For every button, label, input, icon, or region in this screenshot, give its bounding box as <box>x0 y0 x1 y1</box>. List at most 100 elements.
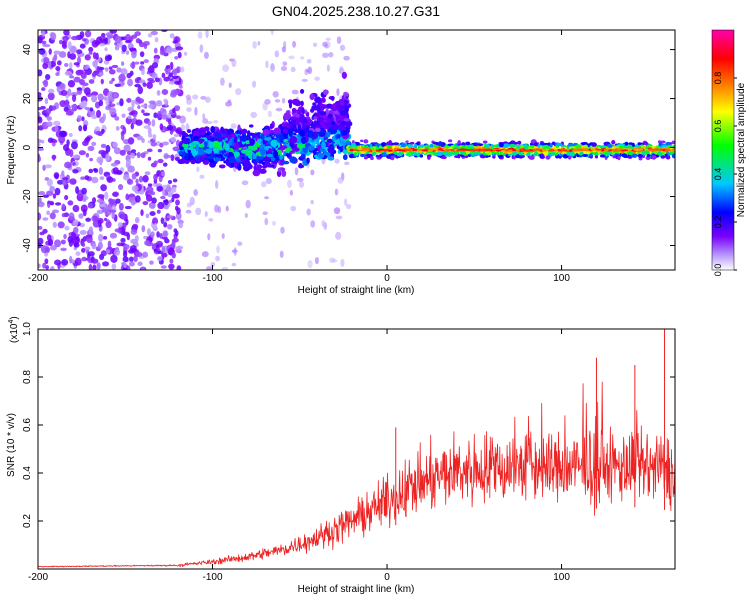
heat-cell <box>153 173 158 181</box>
heat-cell <box>59 83 65 90</box>
heat-cell <box>638 148 644 151</box>
heat-cell <box>290 205 297 212</box>
heat-cell <box>457 141 462 145</box>
heat-cell <box>153 47 158 54</box>
heat-cell <box>518 155 524 159</box>
heat-cell <box>96 109 102 118</box>
heat-cell <box>490 150 496 155</box>
heat-cell <box>64 161 72 169</box>
heat-cell <box>43 57 50 64</box>
heat-cell <box>518 144 525 149</box>
heat-cell <box>202 113 206 120</box>
heat-cell <box>264 98 271 105</box>
snr-spikes <box>395 329 666 526</box>
heat-cell <box>325 108 329 116</box>
heat-cell <box>179 118 184 124</box>
heat-cell <box>192 135 200 141</box>
heat-cell <box>405 140 409 143</box>
heat-cell <box>144 171 151 176</box>
heat-cell <box>123 144 131 153</box>
heat-cell <box>333 207 341 215</box>
heat-cell <box>300 153 306 159</box>
heat-cell <box>317 152 325 159</box>
heat-cell <box>89 107 94 112</box>
heat-cell <box>361 147 367 150</box>
heat-cell <box>335 231 342 240</box>
heat-cell <box>65 110 74 116</box>
heat-cell <box>171 196 175 203</box>
heat-cell <box>467 154 471 157</box>
heat-cell <box>651 149 658 152</box>
heat-cell <box>219 150 226 154</box>
heat-cell <box>160 217 164 224</box>
heat-cell <box>637 142 643 145</box>
snr-y-tick-label: 0.6 <box>22 418 33 432</box>
heat-cell <box>68 133 73 138</box>
heat-cell <box>143 59 149 64</box>
heat-cell <box>281 97 286 104</box>
heat-cell <box>202 160 210 165</box>
heat-cell <box>71 94 77 102</box>
heat-cell <box>64 195 69 201</box>
heat-cell <box>79 31 85 39</box>
heat-cell <box>307 118 313 125</box>
heat-cell <box>540 142 545 146</box>
snr-panel: -200 -100 0 100 0.2 0.4 0.6 0.8 1.0 Height of s… <box>6 316 676 595</box>
heat-cell <box>99 176 105 181</box>
heat-cell <box>606 143 613 148</box>
heat-cell <box>343 118 351 122</box>
heat-cell <box>467 149 474 152</box>
heat-cell <box>172 107 176 114</box>
heat-cell <box>56 179 64 185</box>
heat-cell <box>386 141 392 146</box>
heat-cell <box>91 141 97 147</box>
heat-cell <box>380 142 387 147</box>
heat-cell <box>55 72 60 77</box>
heat-cell <box>438 141 442 147</box>
heat-cell <box>82 38 87 42</box>
heat-cell <box>131 99 135 108</box>
heat-cell <box>342 149 348 154</box>
heat-cell <box>186 129 192 134</box>
heat-cell <box>192 130 200 138</box>
heat-cell <box>291 89 299 95</box>
heat-cell <box>236 129 241 135</box>
heat-cell <box>42 217 49 221</box>
heat-cell <box>257 41 261 46</box>
heat-cell <box>370 156 374 161</box>
scale-exponent: 4 <box>8 320 15 324</box>
heat-cell <box>265 60 269 69</box>
heat-cell <box>108 209 117 213</box>
heat-cell <box>160 195 166 200</box>
heat-cell <box>114 116 120 121</box>
heat-cell <box>447 139 453 143</box>
heat-cell <box>623 145 629 149</box>
heat-cell <box>324 117 331 122</box>
heat-cell <box>54 259 62 266</box>
heat-cell <box>59 100 67 108</box>
heat-cell <box>343 55 350 61</box>
heat-cell <box>283 112 292 120</box>
heat-cell <box>81 116 85 122</box>
heat-cell <box>141 68 145 76</box>
heat-cell <box>248 124 254 128</box>
heat-cell <box>124 205 132 210</box>
heat-cell <box>349 153 354 159</box>
heat-cell <box>260 133 265 140</box>
heat-cell <box>340 130 348 136</box>
heat-cell <box>627 150 634 156</box>
spectrogram-y-tick-label: -40 <box>22 238 33 253</box>
spectrogram-x-label: Height of straight line (km) <box>298 285 415 296</box>
heat-cell <box>669 151 674 155</box>
heat-cell <box>664 153 668 157</box>
heat-cell <box>298 129 306 137</box>
heat-cell <box>49 185 56 192</box>
heat-cell <box>166 124 174 131</box>
heat-cell <box>307 259 313 269</box>
heat-cell <box>115 170 123 175</box>
heat-cell <box>157 256 163 262</box>
heat-cell <box>281 46 286 53</box>
heat-cell <box>160 30 168 33</box>
colorbar-tick-label: 0.4 <box>713 168 723 181</box>
